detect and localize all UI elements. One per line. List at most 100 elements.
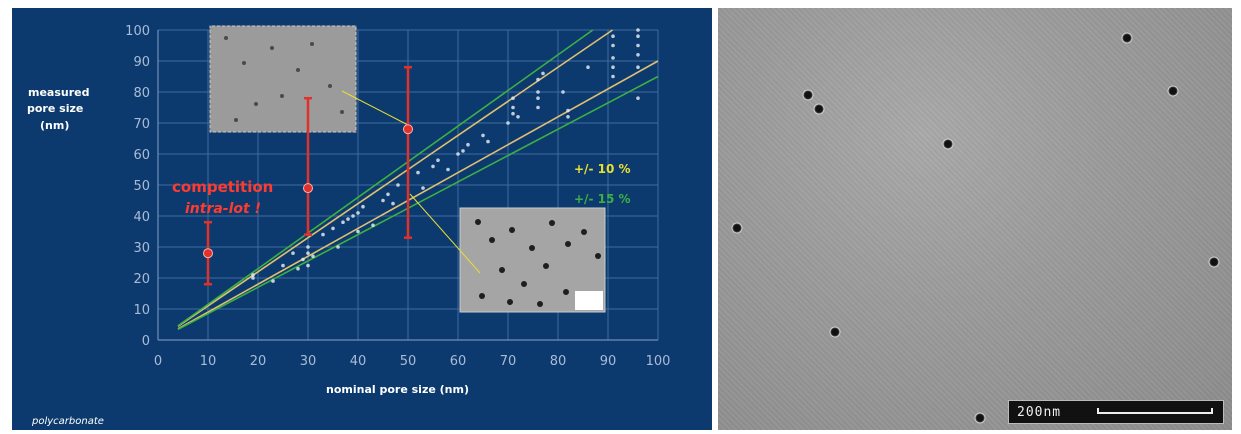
tolerance-line bbox=[177, 29, 594, 327]
inset-pore bbox=[242, 61, 246, 65]
data-point bbox=[511, 105, 515, 110]
x-tick-label: 90 bbox=[600, 354, 617, 369]
data-point bbox=[321, 232, 325, 237]
inset-bottom-connector bbox=[409, 193, 481, 274]
data-point bbox=[536, 90, 540, 94]
data-point bbox=[416, 170, 420, 175]
data-point bbox=[636, 65, 640, 69]
y-tick-label: 70 bbox=[133, 117, 150, 132]
data-point bbox=[251, 276, 255, 280]
y-tick-label: 80 bbox=[133, 86, 150, 101]
y-axis-label-line-3: (nm) bbox=[40, 119, 69, 132]
y-tick-label: 40 bbox=[133, 210, 150, 225]
data-point bbox=[251, 273, 255, 277]
data-point bbox=[431, 164, 435, 169]
data-point bbox=[611, 34, 615, 38]
tick-labels: 0 10 20 30 40 50 60 70 80 90 100 0 10 20 30 40 50 60 70 80 9… bbox=[125, 24, 670, 369]
error-bar-mean bbox=[403, 124, 413, 135]
y-tick-label: 30 bbox=[133, 241, 150, 256]
data-point bbox=[636, 34, 640, 38]
inset-pore bbox=[489, 237, 495, 243]
data-point bbox=[466, 142, 470, 147]
data-point bbox=[341, 220, 345, 224]
inset-pore bbox=[565, 241, 571, 247]
pore-size-chart-panel: 0 10 20 30 40 50 60 70 80 90 100 0 10 20 30 40 50 60 70 80 9… bbox=[12, 8, 712, 430]
x-tick-label: 60 bbox=[450, 354, 467, 369]
inset-pore bbox=[537, 301, 543, 307]
x-axis-label: nominal pore size (nm) bbox=[326, 383, 469, 396]
data-point bbox=[636, 53, 640, 57]
data-point bbox=[436, 158, 440, 162]
inset-pore bbox=[475, 219, 481, 225]
inset-pore bbox=[499, 267, 505, 273]
data-point bbox=[281, 263, 285, 268]
data-point bbox=[536, 105, 540, 110]
y-tick-label: 90 bbox=[133, 55, 150, 70]
data-point bbox=[566, 108, 570, 113]
inset-pore bbox=[543, 263, 549, 269]
inset-pore bbox=[340, 110, 344, 114]
x-tick-label: 100 bbox=[646, 354, 671, 369]
data-point bbox=[346, 217, 350, 221]
x-tick-label: 30 bbox=[300, 354, 317, 369]
pore bbox=[802, 89, 814, 101]
data-point bbox=[536, 96, 540, 100]
inset-pore bbox=[280, 94, 284, 98]
pore bbox=[942, 138, 954, 150]
inset-top-image bbox=[209, 25, 357, 133]
pore bbox=[1167, 85, 1179, 97]
data-point bbox=[361, 204, 365, 209]
inset-top-grain bbox=[209, 25, 357, 133]
data-point bbox=[356, 229, 360, 234]
data-point bbox=[351, 214, 355, 218]
inset-pore bbox=[254, 102, 258, 106]
y-tick-label: 100 bbox=[125, 24, 150, 39]
inset-pore bbox=[509, 227, 515, 233]
data-point bbox=[561, 90, 565, 94]
y-axis-label-line-1: measured bbox=[28, 86, 89, 99]
x-tick-label: 70 bbox=[500, 354, 517, 369]
scale-bar-tick-left bbox=[1097, 408, 1099, 414]
y-tick-label: 60 bbox=[133, 148, 150, 163]
data-point bbox=[356, 211, 360, 215]
data-point bbox=[396, 183, 400, 187]
x-tick-label: 0 bbox=[154, 354, 162, 369]
pore bbox=[813, 103, 825, 115]
data-point bbox=[371, 223, 375, 228]
data-point bbox=[446, 167, 450, 172]
y-axis-label-line-2: pore size bbox=[27, 102, 83, 115]
inset-pore bbox=[296, 68, 300, 72]
data-point bbox=[586, 65, 590, 69]
y-tick-label: 0 bbox=[142, 334, 150, 349]
inset-pore bbox=[234, 118, 238, 122]
y-tick-label: 10 bbox=[133, 303, 150, 318]
data-point bbox=[511, 96, 515, 100]
data-point bbox=[311, 254, 315, 259]
data-point bbox=[541, 71, 545, 76]
micrograph-texture bbox=[718, 8, 1232, 430]
legend-entry-15: +/- 15 % bbox=[574, 192, 631, 206]
data-point bbox=[566, 115, 570, 119]
data-point bbox=[421, 186, 425, 190]
data-point bbox=[386, 192, 390, 197]
data-point bbox=[381, 198, 385, 203]
y-tick-label: 50 bbox=[133, 179, 150, 194]
error-bar-mean bbox=[303, 183, 313, 194]
data-point bbox=[306, 263, 310, 268]
data-point bbox=[636, 28, 640, 32]
inset-top-connector bbox=[341, 90, 411, 127]
data-points bbox=[251, 28, 640, 283]
data-point bbox=[306, 245, 310, 249]
data-point bbox=[301, 257, 305, 262]
data-point bbox=[306, 251, 310, 255]
footnote: polycarbonate bbox=[31, 416, 104, 427]
scale-bar: 200nm bbox=[1008, 400, 1224, 424]
data-point bbox=[391, 201, 395, 206]
x-tick-label: 20 bbox=[250, 354, 267, 369]
data-point bbox=[291, 251, 295, 255]
tolerance-line bbox=[177, 29, 613, 328]
data-point bbox=[611, 56, 615, 60]
inset-pore bbox=[549, 220, 555, 226]
inset-pore bbox=[479, 293, 485, 299]
pore bbox=[731, 222, 743, 234]
